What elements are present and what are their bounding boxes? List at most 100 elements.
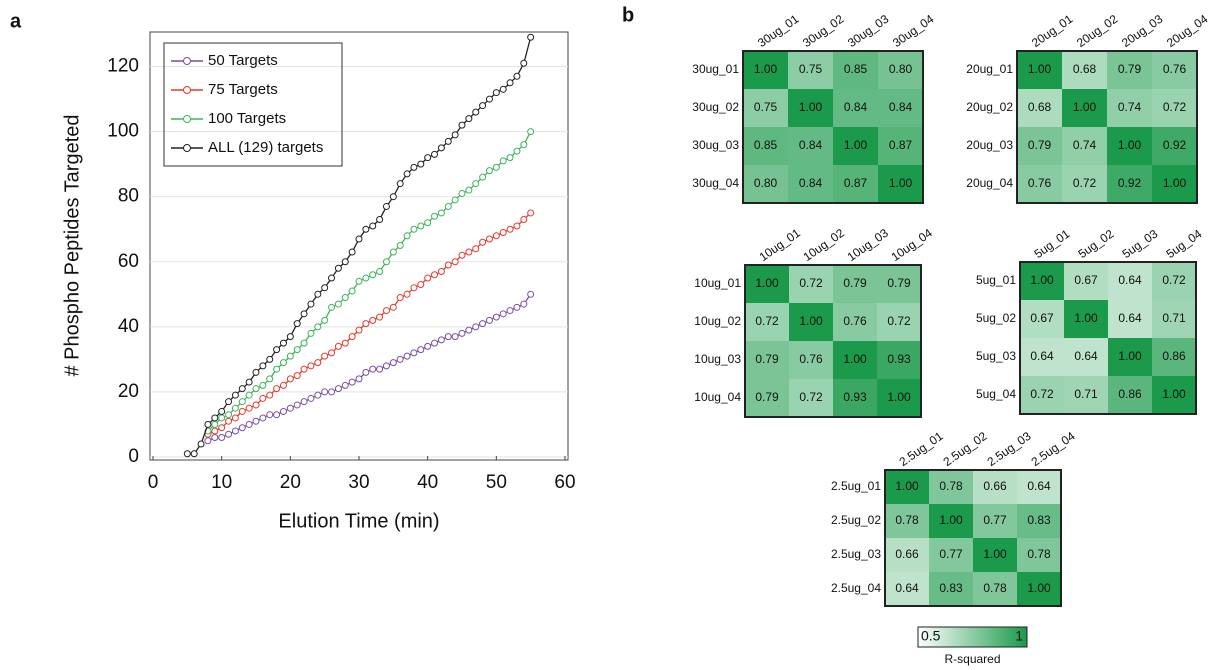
- data-point: [431, 339, 439, 347]
- colorbar: [917, 626, 1028, 648]
- heatmap-cell: [743, 89, 788, 127]
- heatmap-cell: [1152, 51, 1197, 89]
- heatmap-cell: [833, 265, 877, 303]
- panel-label: b: [622, 4, 634, 26]
- cell-label: 0.78: [983, 581, 1007, 595]
- data-point: [520, 300, 528, 308]
- heatmap-cell: [878, 165, 923, 203]
- data-point: [321, 352, 329, 360]
- data-point: [183, 450, 191, 458]
- cell-label: 1.00: [1073, 100, 1097, 114]
- data-point: [451, 196, 459, 204]
- data-point: [266, 411, 274, 419]
- heatmap-cell: [833, 127, 878, 165]
- data-point: [492, 89, 500, 97]
- data-point: [451, 131, 459, 139]
- heatmap-cell: [878, 51, 923, 89]
- heatmap-cell: [1108, 262, 1152, 300]
- data-point: [245, 420, 253, 428]
- data-point: [334, 264, 342, 272]
- heatmap-cell: [878, 127, 923, 165]
- cell-label: 0.72: [1073, 176, 1097, 190]
- heatmap-cell: [1152, 300, 1196, 338]
- data-point: [204, 420, 212, 428]
- data-point: [279, 339, 287, 347]
- data-point: [417, 281, 425, 289]
- data-point: [437, 268, 445, 276]
- data-point: [245, 378, 253, 386]
- data-point: [362, 225, 370, 233]
- legend-marker: [183, 86, 191, 94]
- heatmap-cell: [1064, 376, 1108, 414]
- data-point: [279, 381, 287, 389]
- data-point: [341, 258, 349, 266]
- data-point: [231, 391, 239, 399]
- data-point: [417, 160, 425, 168]
- cell-label: 0.79: [1118, 62, 1142, 76]
- heatmap-cell: [1152, 338, 1196, 376]
- y-tick-label: 40: [118, 316, 139, 337]
- data-point: [314, 391, 322, 399]
- legend-label: 75 Targets: [208, 81, 278, 98]
- data-point: [211, 414, 219, 422]
- heatmap-cell: [1017, 51, 1062, 89]
- heatmap-cell: [745, 303, 789, 341]
- heatmap-cell: [833, 341, 877, 379]
- cell-label: 0.72: [1162, 273, 1186, 287]
- data-point: [204, 437, 212, 445]
- data-point: [238, 424, 246, 432]
- cell-label: 0.72: [1030, 387, 1054, 401]
- row-label: 2.5ug_01: [831, 479, 881, 493]
- cell-label: 0.64: [895, 581, 919, 595]
- cell-label: 1.00: [754, 62, 778, 76]
- cell-label: 0.74: [1073, 138, 1097, 152]
- data-point: [472, 245, 480, 253]
- data-point: [520, 141, 528, 149]
- data-point: [485, 235, 493, 243]
- cell-label: 1.00: [939, 513, 963, 527]
- data-point: [376, 268, 384, 276]
- heatmap-cell: [1107, 89, 1152, 127]
- panel-label: a: [10, 10, 22, 32]
- heatmap-cell: [877, 341, 921, 379]
- heatmap-cell: [743, 51, 788, 89]
- heatmap-cell: [1017, 165, 1062, 203]
- data-point: [451, 258, 459, 266]
- cell-label: 0.84: [799, 176, 823, 190]
- column-label: 20ug_01: [1029, 12, 1076, 50]
- column-label: 5ug_02: [1076, 226, 1117, 261]
- legend-box: [163, 42, 343, 167]
- cell-label: 0.92: [1163, 138, 1187, 152]
- heatmap-cell: [789, 265, 833, 303]
- data-point: [513, 147, 521, 155]
- x-tick-label: 20: [280, 472, 301, 493]
- cell-label: 0.72: [1163, 100, 1187, 114]
- data-point: [348, 333, 356, 341]
- heatmap-cell: [878, 89, 923, 127]
- cell-label: 0.83: [1027, 513, 1051, 527]
- data-point: [348, 287, 356, 295]
- data-point: [286, 352, 294, 360]
- heatmap-cell: [1108, 300, 1152, 338]
- cell-label: 0.71: [1162, 311, 1186, 325]
- data-point: [396, 355, 404, 363]
- data-point: [362, 368, 370, 376]
- cell-label: 0.71: [1074, 387, 1098, 401]
- heatmap-frame: [1019, 261, 1197, 415]
- data-point: [458, 251, 466, 259]
- heatmap-cell: [833, 89, 878, 127]
- legend-marker: [183, 57, 191, 65]
- cell-label: 1.00: [1074, 311, 1098, 325]
- data-point: [334, 342, 342, 350]
- cell-label: 0.78: [1027, 547, 1051, 561]
- data-point: [396, 294, 404, 302]
- data-point: [444, 202, 452, 210]
- data-point: [410, 225, 418, 233]
- x-tick-label: 30: [348, 472, 369, 493]
- data-point: [245, 404, 253, 412]
- data-point: [499, 310, 507, 318]
- data-point: [437, 336, 445, 344]
- heatmap-cell: [929, 470, 973, 504]
- data-point: [238, 385, 246, 393]
